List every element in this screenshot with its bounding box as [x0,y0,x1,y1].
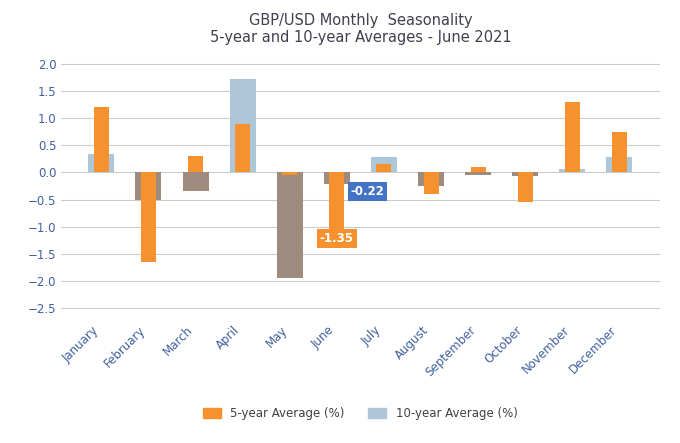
Bar [424,172,439,194]
Bar [418,172,444,186]
Bar [188,156,203,172]
Bar [565,102,580,172]
Bar [183,172,209,191]
Bar [371,157,397,172]
Bar [329,172,344,246]
Bar [282,172,297,175]
Bar [235,124,250,172]
Bar [607,157,632,172]
Bar [612,132,627,172]
Text: -1.35: -1.35 [320,232,354,245]
Bar [512,172,538,176]
Bar [230,79,256,172]
Bar [277,172,303,278]
Bar [135,172,161,200]
Bar [141,172,156,262]
Bar [94,107,109,172]
Legend: 5-year Average (%), 10-year Average (%): 5-year Average (%), 10-year Average (%) [199,402,522,425]
Bar [465,172,491,175]
Bar [324,172,350,184]
Bar [471,167,486,172]
Bar [377,164,392,172]
Bar [88,154,114,172]
Bar [517,172,533,202]
Bar [560,169,585,172]
Text: -0.22: -0.22 [350,185,384,198]
Title: GBP/USD Monthly  Seasonality
5-year and 10-year Averages - June 2021: GBP/USD Monthly Seasonality 5-year and 1… [209,13,511,45]
